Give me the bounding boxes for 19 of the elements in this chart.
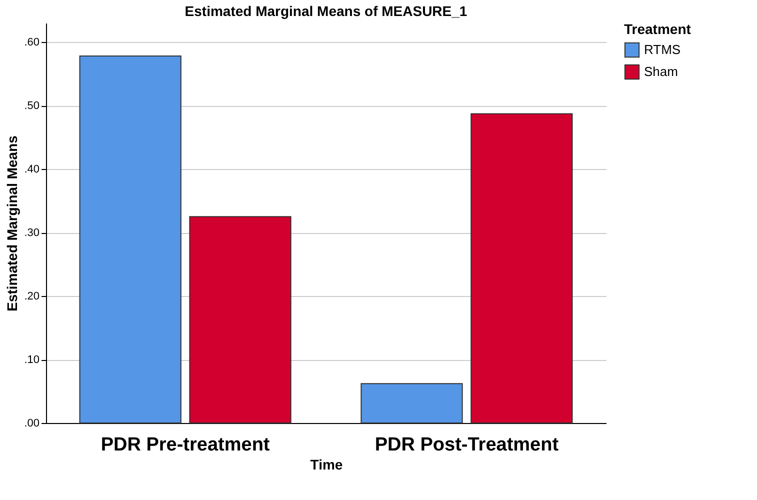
y-tick-label: .30 bbox=[24, 227, 40, 240]
y-tick-label: .00 bbox=[24, 418, 40, 430]
bar bbox=[79, 56, 182, 424]
y-tick-label: .40 bbox=[24, 164, 40, 176]
legend-label: Sham bbox=[644, 64, 678, 79]
x-tick-label: PDR Post-Treatment bbox=[374, 434, 560, 456]
bar bbox=[360, 383, 463, 424]
y-tick-label: .60 bbox=[24, 36, 40, 49]
chart-title: Estimated Marginal Means of MEASURE_1 bbox=[184, 3, 468, 19]
legend-label: RTMS bbox=[644, 42, 681, 57]
legend-title: Treatment bbox=[624, 21, 692, 37]
x-axis-title: Time bbox=[310, 456, 343, 472]
y-tick-label: .20 bbox=[24, 290, 40, 303]
y-axis-title: Estimated Marginal Means bbox=[4, 135, 20, 312]
y-tick-label: .10 bbox=[24, 354, 40, 366]
bar bbox=[470, 113, 573, 424]
bar bbox=[189, 216, 292, 424]
x-tick-label: PDR Pre-treatment bbox=[100, 434, 270, 456]
y-tick-label: .50 bbox=[24, 100, 40, 112]
